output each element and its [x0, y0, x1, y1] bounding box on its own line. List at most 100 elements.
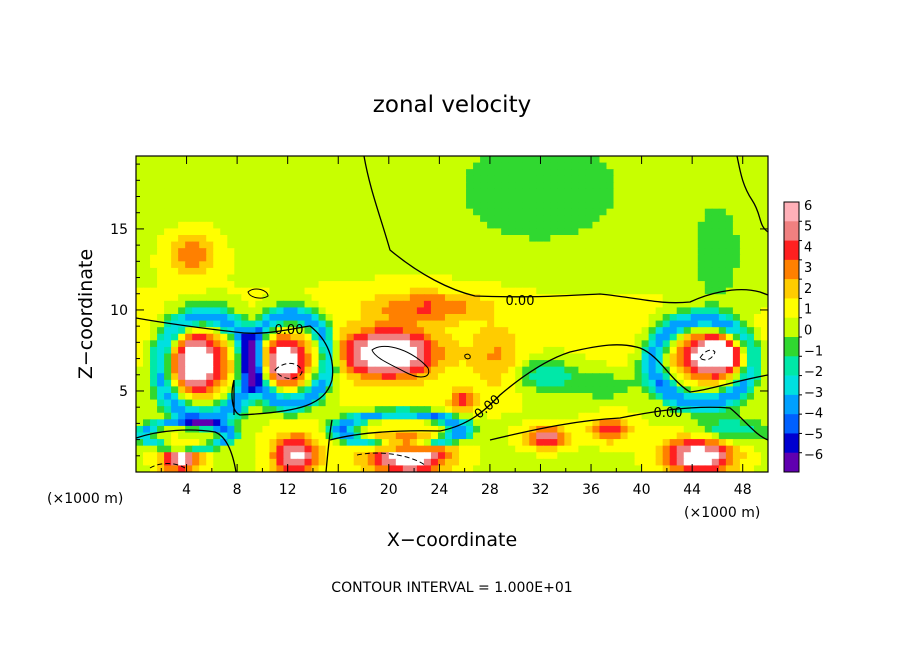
- heat-cell: [529, 373, 537, 381]
- heat-cell: [578, 235, 587, 243]
- heat-cell: [683, 274, 692, 282]
- heat-cell: [185, 215, 193, 223]
- heat-cell: [227, 248, 235, 256]
- heat-cell: [599, 274, 608, 282]
- heat-cell: [304, 241, 313, 249]
- heat-cell: [423, 412, 432, 420]
- heat-cell: [444, 366, 453, 374]
- heat-cell: [676, 419, 685, 427]
- colorbar-tick-label: 4: [804, 240, 812, 255]
- heat-cell: [346, 215, 355, 223]
- heat-cell: [318, 182, 327, 190]
- heat-cell: [592, 393, 601, 401]
- heat-cell: [753, 235, 762, 243]
- heat-cell: [522, 195, 530, 203]
- heat-cell: [557, 195, 565, 203]
- heat-cell: [220, 379, 228, 388]
- heat-cell: [402, 221, 411, 230]
- heat-cell: [669, 386, 678, 394]
- heat-cell: [718, 267, 727, 276]
- heat-cell: [143, 379, 151, 388]
- heat-cell: [690, 379, 699, 388]
- heat-cell: [732, 287, 741, 295]
- heat-cell: [641, 281, 650, 289]
- heat-cell: [332, 373, 341, 381]
- heat-cell: [192, 162, 200, 170]
- heat-cell: [550, 314, 558, 322]
- heat-cell: [592, 465, 601, 472]
- heat-cell: [543, 379, 551, 388]
- heat-cell: [746, 294, 755, 302]
- heat-cell: [304, 465, 313, 472]
- heat-cell: [297, 195, 306, 203]
- heat-cell: [206, 465, 214, 472]
- heat-cell: [360, 274, 369, 282]
- heat-cell: [753, 314, 762, 322]
- heat-cell: [276, 235, 285, 243]
- heat-cell: [381, 287, 390, 295]
- heat-cell: [508, 399, 516, 407]
- heat-cell: [662, 432, 671, 440]
- heat-cell: [234, 254, 242, 262]
- heat-cell: [452, 162, 460, 170]
- heat-cell: [339, 432, 348, 440]
- heat-cell: [185, 432, 193, 440]
- heat-cell: [599, 228, 608, 236]
- heat-cell: [339, 360, 348, 368]
- heat-cell: [676, 162, 685, 170]
- heat-cell: [585, 327, 594, 335]
- heat-cell: [606, 393, 615, 401]
- heat-cell: [578, 300, 587, 309]
- heat-cell: [487, 327, 495, 335]
- heat-cell: [178, 156, 186, 164]
- heat-cell: [683, 379, 692, 388]
- heat-cell: [248, 393, 256, 401]
- heat-cell: [746, 281, 755, 289]
- heat-cell: [620, 175, 629, 183]
- heat-cell: [164, 386, 172, 394]
- heat-cell: [423, 274, 432, 282]
- heat-cell: [269, 393, 278, 401]
- plot-frame: [135, 155, 769, 473]
- heat-cell: [592, 353, 601, 361]
- heat-cell: [339, 386, 348, 394]
- heat-cell: [494, 314, 502, 322]
- heat-cell: [283, 425, 292, 434]
- heat-cell: [711, 465, 720, 472]
- heat-cell: [171, 235, 179, 243]
- heat-cell: [718, 393, 727, 401]
- heat-cell: [571, 195, 579, 203]
- heat-cell: [501, 333, 509, 341]
- heat-cell: [234, 314, 242, 322]
- heat-cell: [381, 215, 390, 223]
- heat-cell: [641, 248, 650, 256]
- heat-cell: [360, 360, 369, 368]
- heat-cell: [430, 162, 439, 170]
- heat-cell: [613, 254, 622, 262]
- heat-cell: [627, 360, 636, 368]
- heat-cell: [760, 156, 768, 164]
- heat-cell: [648, 379, 657, 388]
- heat-cell: [136, 182, 144, 190]
- heat-cell: [304, 445, 313, 453]
- heat-cell: [241, 412, 249, 420]
- heat-cell: [753, 399, 762, 407]
- heat-cell: [255, 386, 263, 394]
- heat-cell: [290, 274, 299, 282]
- heat-cell: [452, 169, 460, 177]
- heat-cell: [290, 294, 299, 302]
- heat-cell: [648, 162, 657, 170]
- contour-neg-inner-3: [699, 349, 716, 361]
- heat-cell: [578, 307, 587, 315]
- heat-cell: [634, 254, 643, 262]
- heat-cell: [634, 281, 643, 289]
- heat-cell: [620, 235, 629, 243]
- heat-cell: [276, 432, 285, 440]
- heat-cell: [388, 235, 397, 243]
- heat-cell: [480, 241, 488, 249]
- heat-cell: [227, 340, 235, 348]
- heat-cell: [402, 267, 411, 276]
- heat-cell: [592, 320, 601, 328]
- heat-cell: [718, 228, 727, 236]
- heat-cell: [262, 307, 271, 315]
